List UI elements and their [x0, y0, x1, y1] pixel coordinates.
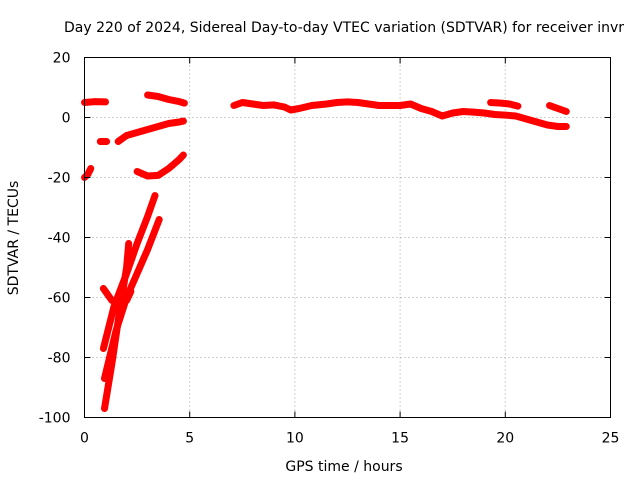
y-tick-label: -100 — [39, 411, 71, 427]
series-steep-track-2 — [99, 192, 159, 352]
series-start-dip — [81, 165, 95, 181]
chart-title: Day 220 of 2024, Sidereal Day-to-day VTE… — [64, 20, 624, 36]
x-tick-label: 10 — [286, 431, 304, 447]
y-tick-label: -40 — [48, 231, 71, 247]
series-late-track-a — [487, 99, 522, 110]
series-steep-track-3 — [101, 216, 163, 382]
series-late-track-b — [546, 102, 570, 115]
series-crossing-track — [99, 285, 135, 307]
x-tick-label: 0 — [80, 431, 89, 447]
y-tick-label: -80 — [48, 351, 71, 367]
x-tick-label: 25 — [602, 431, 620, 447]
y-tick-label: 0 — [62, 111, 71, 127]
series-falling-track — [144, 91, 188, 107]
grid — [84, 57, 611, 418]
y-axis-label: SDTVAR / TECUs — [6, 181, 22, 296]
x-tick-label: 5 — [185, 431, 194, 447]
axis-ticks: 0 5 10 15 20 25 20 0 -20 -40 -60 -80 -100 — [39, 51, 620, 447]
data-series — [81, 91, 570, 412]
x-axis-label: GPS time / hours — [285, 459, 402, 475]
y-tick-label: -60 — [48, 291, 71, 307]
series-upper-left-track — [81, 98, 109, 106]
y-tick-label: 20 — [53, 51, 71, 67]
series-mid-track-a — [230, 98, 570, 130]
series-trough-track — [133, 151, 187, 180]
x-tick-label: 15 — [391, 431, 409, 447]
series-rising-track-a — [114, 117, 187, 145]
y-tick-label: -20 — [48, 171, 71, 187]
x-tick-label: 20 — [496, 431, 514, 447]
plot-frame — [84, 57, 611, 418]
